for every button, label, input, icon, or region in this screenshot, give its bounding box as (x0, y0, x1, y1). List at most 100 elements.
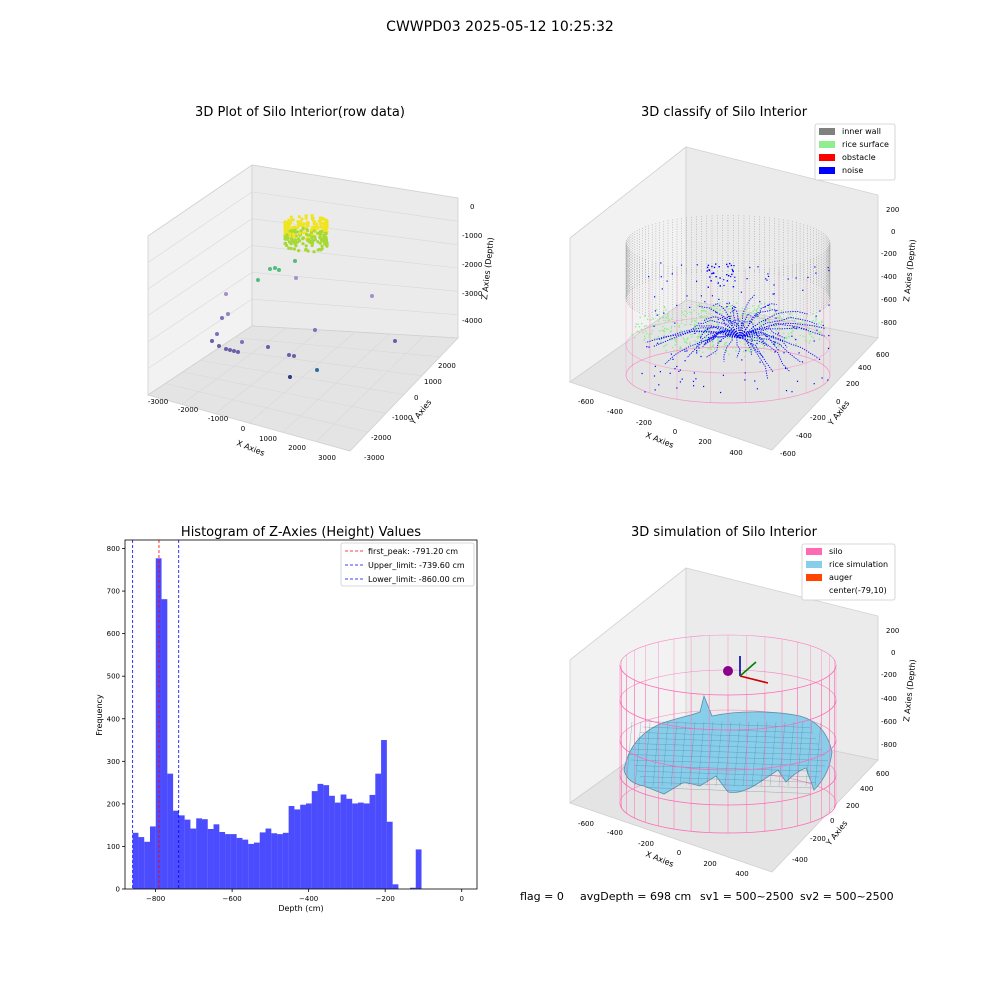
panel2-rice-point (712, 320, 715, 322)
panel2-xtick: -600 (578, 398, 594, 406)
histogram-bar (375, 773, 382, 889)
panel2-noise-point (708, 269, 711, 272)
panel2-rice-point (805, 317, 808, 319)
panel2-noise-point (785, 390, 788, 392)
panel2-rice-point (763, 332, 766, 334)
panel2-rice-point (695, 321, 698, 324)
panel2-ytick: -400 (796, 432, 812, 440)
panel2-rice-point (740, 314, 742, 316)
panel4-zlabel: Z Axies (Depth) (902, 659, 918, 722)
panel2-rice-point (689, 342, 691, 344)
panel1-point (304, 214, 308, 218)
panel2-rice-point (782, 332, 785, 334)
histogram-bar (346, 798, 353, 889)
panel2-noise-point (757, 266, 759, 268)
panel2-noise-point (773, 343, 775, 345)
panel2-rice-point (713, 324, 715, 326)
panel2-noise-point (693, 372, 695, 374)
panel2-noise-trace (730, 304, 741, 339)
panel2-noise-trace (739, 337, 791, 372)
rice-mesh-line (643, 721, 651, 787)
panel2-ztick: -200 (881, 250, 897, 258)
panel2-rice-point (805, 340, 808, 343)
panel2-rice-point (663, 334, 665, 337)
panel2-rice-point (703, 309, 705, 312)
panel1-point (293, 230, 297, 234)
panel1-point (285, 233, 289, 237)
panel2-x-ticks: -600 -400 -200 0 200 400 (578, 398, 743, 457)
panel2-noise-point (719, 285, 721, 287)
legend-swatch-obstacle (819, 154, 835, 161)
panel2-rice-point (728, 353, 730, 356)
panel2-noise-point (732, 286, 735, 288)
panel2-noise-point (669, 372, 671, 374)
panel2-noise-trace (739, 320, 754, 339)
panel2-rice-point (717, 323, 720, 326)
panel1-point (309, 239, 314, 243)
panel2-rice-point (644, 335, 646, 337)
legend-label-rice-surface: rice surface (842, 140, 889, 149)
panel2-noise-point (704, 301, 706, 303)
panel2-noise-point (734, 280, 736, 282)
panel2-noise-point (765, 320, 767, 322)
panel2-noise-point (726, 306, 728, 308)
histogram-bar (149, 826, 156, 889)
panel-raw-scatter: 3D Plot of Silo Interior(row data) -3000… (147, 105, 496, 462)
panel2-rice-point (756, 308, 759, 310)
panel2-rice-point (721, 346, 723, 348)
panel2-rice-point (777, 345, 779, 347)
panel2-rice-point (703, 332, 706, 335)
panel2-rice-point (800, 322, 802, 324)
panel2-noise-point (720, 391, 722, 394)
panel2-rice-point (752, 322, 754, 324)
panel2-rice-point (637, 323, 639, 325)
panel2-noise-point (707, 286, 709, 288)
panel2-rice-point (642, 331, 644, 334)
panel2-rice-point (705, 329, 707, 331)
panel2-noise-point (767, 273, 769, 275)
panel2-rice-point (691, 320, 693, 322)
panel2-title: 3D classify of Silo Interior (641, 105, 808, 120)
panel1-ztick: 0 (470, 203, 474, 211)
panel2-rice-point (783, 338, 785, 340)
panel2-rice-point (756, 338, 759, 341)
panel2-rice-point (720, 312, 722, 315)
panel2-noise-point (700, 295, 702, 297)
panel2-rice-point (728, 308, 730, 310)
panel1-zlabel: Z Axies (Depth) (480, 237, 496, 300)
panel2-rice-point (785, 337, 787, 339)
panel2-noise-point (679, 381, 681, 383)
panel1-point (319, 231, 323, 236)
panel1-point (312, 222, 316, 226)
panel2-rice-point (778, 343, 780, 346)
panel2-rice-point (694, 340, 696, 342)
panel1-point (302, 222, 306, 226)
panel4-ztick: 200 (886, 627, 899, 635)
panel4-legend-frame (801, 543, 896, 601)
panel2-noise-point (703, 385, 705, 388)
histogram-bar (381, 740, 387, 889)
panel2-rice-point (708, 321, 710, 323)
panel2-rice-point (794, 337, 796, 340)
panel2-rice-point (787, 333, 790, 335)
panel2-rice-point (783, 320, 785, 322)
panel2-noise-point (708, 336, 710, 339)
panel2-rice-point (794, 319, 796, 321)
panel2-rice-point (743, 350, 745, 353)
panel2-rice-point (667, 316, 669, 318)
panel2-rice-point (725, 341, 728, 344)
histogram-bar (219, 831, 226, 889)
panel2-rice-point (663, 331, 666, 333)
panel1-ylabel: Y Axies (408, 398, 434, 427)
histogram-ylabel: Frequency (95, 694, 104, 736)
panel1-x-ticks: -3000 -2000 -1000 0 1000 2000 3000 (148, 398, 336, 462)
panel2-noise-point (815, 315, 817, 317)
panel2-noise-point (759, 361, 761, 363)
panel2-noise-point (646, 346, 648, 348)
panel2-rice-point (734, 305, 736, 308)
panel2-rice-point (819, 331, 821, 333)
rice-mesh-line (706, 721, 714, 787)
panel2-rice-point (810, 335, 813, 338)
panel2-noise-point (692, 380, 695, 382)
panel2-rice-point (744, 355, 746, 358)
